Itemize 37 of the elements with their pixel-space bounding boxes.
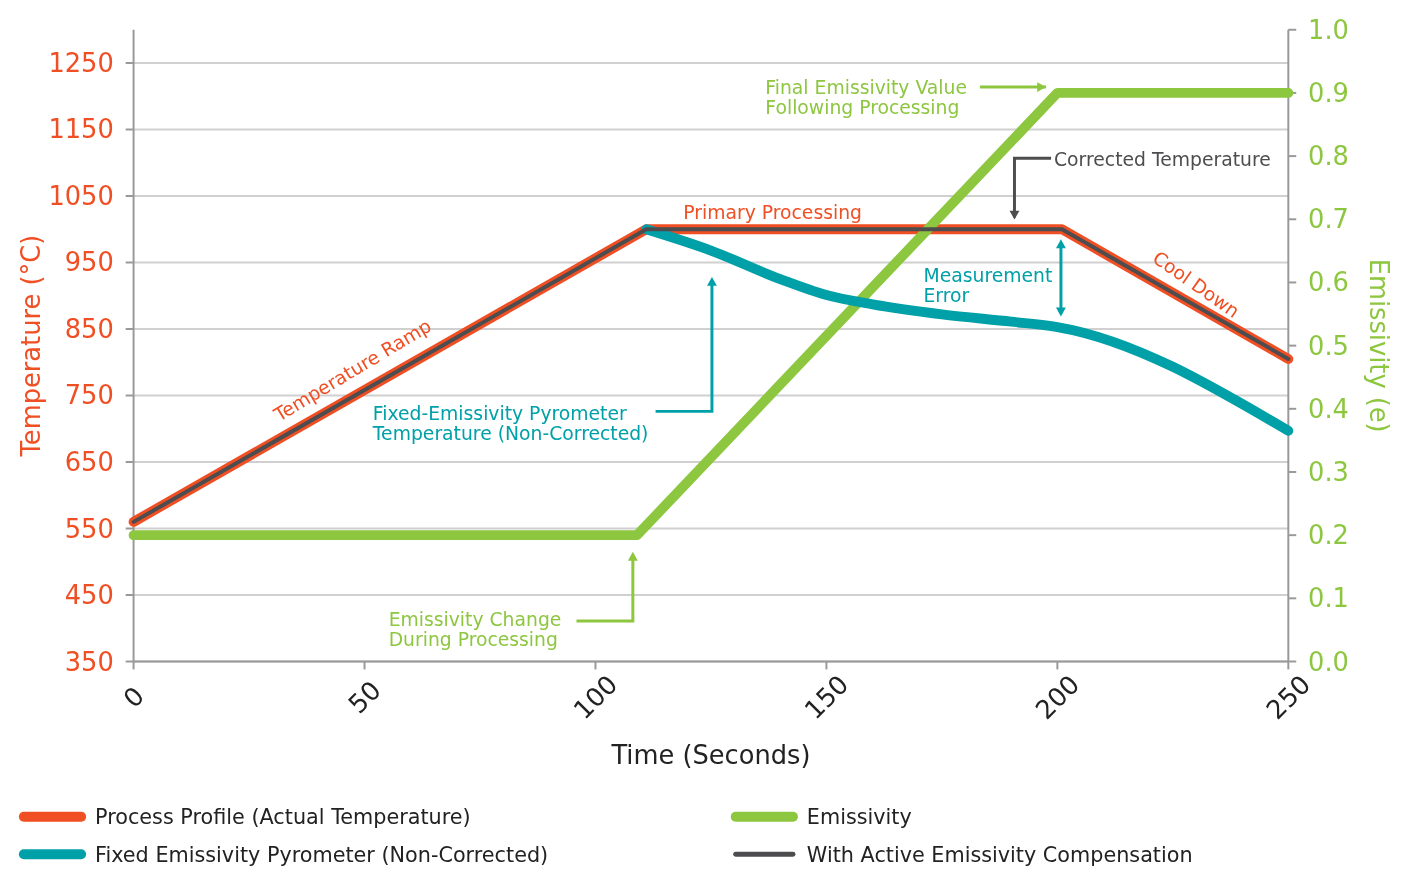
y2-tick-label: 0.1	[1308, 583, 1349, 614]
x-tick-label: 150	[798, 669, 855, 726]
y-axis-title: Temperature (°C)	[15, 234, 46, 458]
y-tick-label: 650	[64, 447, 114, 477]
y-tick-label: 550	[64, 513, 114, 544]
x-tick-label: 100	[567, 669, 624, 726]
y2-tick-label: 0.2	[1308, 520, 1349, 551]
y2-tick-label: 0.5	[1308, 330, 1349, 361]
y2-tick-label: 0.0	[1308, 646, 1349, 677]
y-tick-label: 750	[64, 380, 114, 411]
y-tick-label: 1050	[48, 181, 114, 211]
y-tick-label: 450	[64, 580, 114, 610]
y2-tick-label: 0.8	[1308, 141, 1349, 172]
annotation: Corrected Temperature	[1054, 149, 1271, 171]
legend-label: With Active Emissivity Compensation	[806, 842, 1193, 867]
y-tick-label: 1150	[48, 114, 114, 145]
y-tick-label: 850	[64, 314, 114, 344]
annotation: Primary Processing	[683, 201, 862, 223]
legend-label: Process Profile (Actual Temperature)	[95, 804, 471, 829]
y2-axis-title: Emissivity (e)	[1364, 258, 1395, 433]
y-tick-label: 950	[64, 247, 114, 278]
legend-label: Emissivity	[806, 804, 912, 829]
y2-tick-label: 0.6	[1308, 267, 1349, 298]
annotation: Final Emissivity Value Following Processing	[765, 77, 967, 118]
x-axis-title: Time (Seconds)	[610, 740, 811, 771]
y-tick-label: 1250	[48, 48, 114, 78]
annotation: Measurement Error	[923, 264, 1053, 306]
y2-tick-label: 1.0	[1308, 14, 1349, 45]
legend-label: Fixed Emissivity Pyrometer (Non-Corrected)	[95, 842, 549, 867]
y2-tick-label: 0.9	[1308, 77, 1349, 108]
y2-tick-label: 0.4	[1308, 393, 1349, 424]
y-tick-label: 350	[64, 646, 114, 677]
y2-tick-label: 0.3	[1308, 456, 1349, 487]
annotation: Emissivity Change During Processing	[388, 608, 562, 650]
x-tick-label: 0	[117, 680, 150, 714]
y2-tick-label: 0.7	[1308, 204, 1349, 235]
x-tick-label: 50	[342, 674, 387, 720]
